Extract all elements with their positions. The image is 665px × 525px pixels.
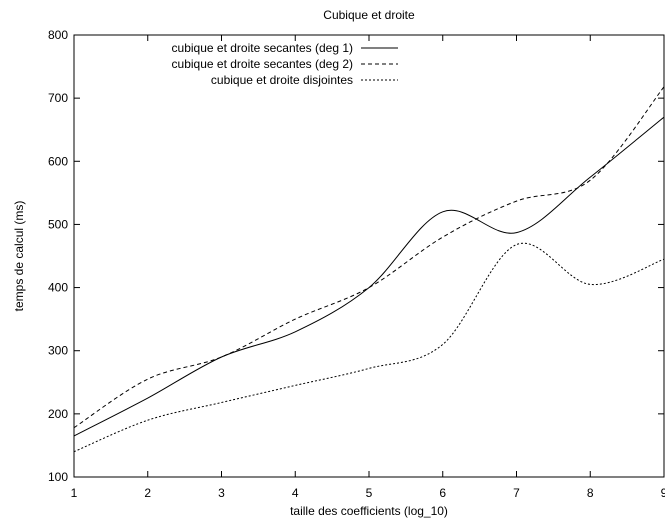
legend-label-1: cubique et droite secantes (deg 1) bbox=[172, 41, 353, 55]
x-tick-label: 7 bbox=[513, 486, 520, 500]
x-tick-label: 3 bbox=[218, 486, 225, 500]
axis-ticks: 1 2 3 4 5 6 7 8 9 100 200 300 400 500 600 700 800 bbox=[48, 28, 665, 500]
plot-frame bbox=[73, 34, 665, 478]
legend-label-3: cubique et droite disjointes bbox=[211, 73, 353, 87]
y-tick-label: 400 bbox=[48, 281, 68, 295]
y-tick-label: 500 bbox=[48, 217, 68, 231]
y-tick-label: 600 bbox=[48, 154, 68, 168]
x-tick-label: 9 bbox=[661, 486, 665, 500]
x-axis-label: taille des coefficients (log_10) bbox=[290, 504, 448, 518]
chart-title: Cubique et droite bbox=[323, 8, 415, 22]
series-line-2 bbox=[73, 86, 665, 429]
series-lines bbox=[73, 86, 665, 453]
y-tick-label: 700 bbox=[48, 91, 68, 105]
x-tick-label: 8 bbox=[587, 486, 594, 500]
x-tick-label: 5 bbox=[366, 486, 373, 500]
x-tick-label: 2 bbox=[144, 486, 151, 500]
legend-label-2: cubique et droite secantes (deg 2) bbox=[172, 57, 353, 71]
x-tick-label: 1 bbox=[71, 486, 78, 500]
y-tick-label: 300 bbox=[48, 344, 68, 358]
series-line-3 bbox=[73, 242, 665, 453]
y-tick-label: 800 bbox=[48, 28, 68, 42]
legend: cubique et droite secantes (deg 1) cubiqu… bbox=[172, 41, 398, 87]
y-tick-label: 100 bbox=[48, 470, 68, 484]
x-tick-label: 4 bbox=[292, 486, 299, 500]
series-line-1 bbox=[73, 116, 665, 437]
y-axis-label: temps de calcul (ms) bbox=[12, 201, 26, 312]
y-tick-label: 200 bbox=[48, 407, 68, 421]
x-tick-label: 6 bbox=[439, 486, 446, 500]
